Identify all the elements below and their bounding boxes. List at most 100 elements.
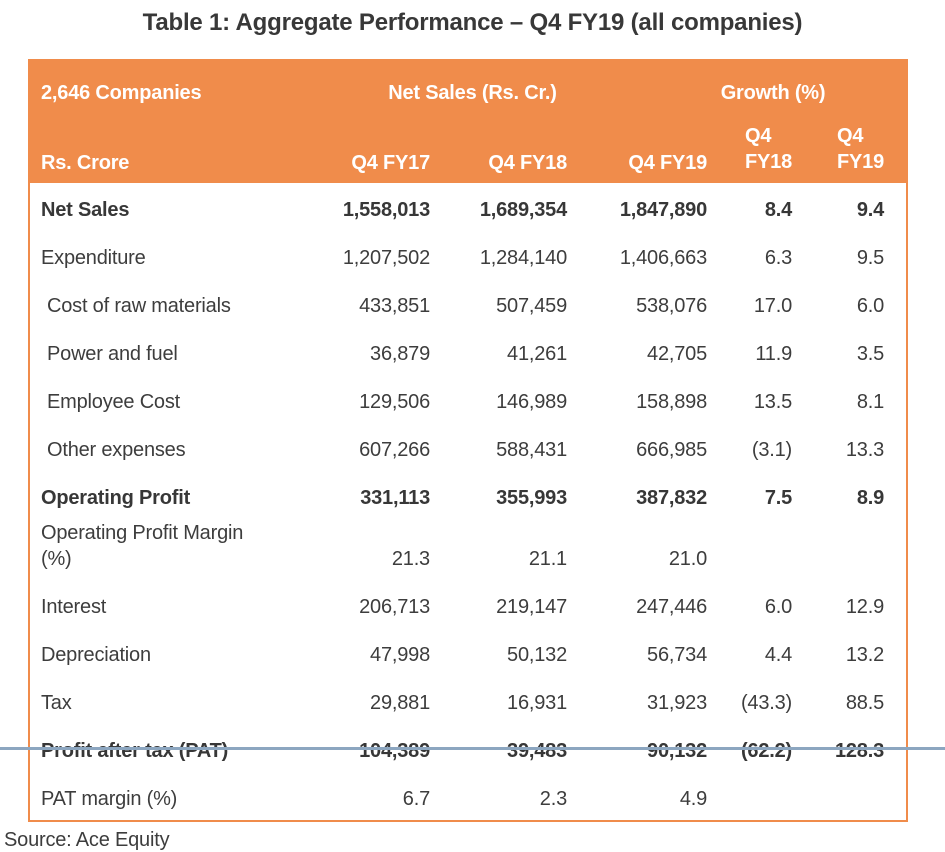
cell-q4fy17: 129,506 (359, 391, 430, 413)
cell-growth_q4fy19: 13.3 (845, 439, 885, 461)
table-row: PAT margin (%) 6.7 2.3 4.9 (29, 772, 907, 821)
source-note: Source: Ace Equity (4, 829, 170, 851)
cell-q4fy19: 387,832 (636, 487, 708, 509)
cell-q4fy18: 588,431 (496, 439, 567, 461)
table-row: Cost of raw materials 433,851 507,459 538,0… (29, 279, 907, 327)
table-row: Depreciation 47,998 50,132 56,734 4.4 13.2 (29, 628, 907, 676)
cell-growth_q4fy18: 8.4 (764, 199, 793, 221)
cell-q4fy19: 1,406,663 (619, 247, 708, 269)
cell-growth_q4fy18: 17.0 (753, 295, 793, 317)
cell-q4fy19: 31,923 (647, 692, 708, 714)
row-label: Expenditure (41, 247, 146, 269)
row-label: PAT margin (%) (41, 788, 178, 810)
cell-q4fy17: 36,879 (370, 343, 430, 365)
row-label: Other expenses (47, 439, 186, 461)
cell-q4fy19: 4.9 (679, 788, 708, 810)
cell-growth_q4fy18: 7.5 (764, 487, 793, 509)
cell-q4fy17: 1,207,502 (342, 247, 430, 269)
cell-growth_q4fy18 (713, 519, 798, 580)
table-row: Operating Profit 331,113 355,993 387,832 7.5… (29, 471, 907, 519)
table-row: Tax 29,881 16,931 31,923 (43.3) 88.5 (29, 676, 907, 724)
col-header-growth-fy19: Q4 FY19 (798, 116, 908, 183)
growth-group-header: Growth (%) (713, 60, 908, 116)
cell-growth_q4fy19: 8.1 (856, 391, 885, 413)
col-header-q4fy18: Q4 FY18 (436, 116, 573, 183)
cell-growth_q4fy19: 6.0 (856, 295, 885, 317)
cell-q4fy18: 355,993 (496, 487, 567, 509)
cell-growth_q4fy19: 12.9 (845, 596, 885, 618)
cell-q4fy17: 607,266 (359, 439, 430, 461)
cell-growth_q4fy18: 13.5 (753, 391, 793, 413)
table-row: Interest 206,713 219,147 247,446 6.0 12.9 (29, 580, 907, 628)
header-columns-row: Rs. Crore Q4 FY17 Q4 FY18 Q4 FY19 Q4 FY18… (29, 116, 908, 183)
cell-growth_q4fy18: 11.9 (755, 343, 793, 365)
cell-q4fy18: 507,459 (496, 295, 567, 317)
cell-q4fy18: 1,284,140 (479, 247, 567, 269)
row-label: Power and fuel (47, 343, 178, 365)
cell-growth_q4fy19: 9.4 (856, 199, 885, 221)
col-header-q4fy17: Q4 FY17 (301, 116, 436, 183)
growth-fy18-header-text: Q4 FY18 (745, 123, 792, 175)
cell-q4fy18: 16,931 (507, 692, 567, 714)
cell-growth_q4fy19: 13.2 (845, 644, 885, 666)
row-label: Net Sales (41, 199, 130, 221)
row-label: Operating Profit (41, 487, 191, 509)
row-label: Tax (41, 692, 72, 714)
row-label: Interest (41, 596, 107, 618)
cell-q4fy19: 666,985 (636, 439, 708, 461)
rs-crore-header: Rs. Crore (29, 116, 301, 183)
cell-q4fy17: 433,851 (359, 295, 430, 317)
cell-q4fy19: 42,705 (647, 343, 708, 365)
col-header-growth-fy18: Q4 FY18 (713, 116, 799, 183)
cell-growth_q4fy19: 3.5 (856, 343, 885, 365)
cell-q4fy18: 146,989 (496, 391, 567, 413)
cell-growth_q4fy19 (798, 772, 907, 821)
growth-fy18-line2: FY18 (745, 151, 793, 173)
cell-growth_q4fy19: 88.5 (845, 692, 885, 714)
cell-q4fy18: 219,147 (496, 596, 567, 618)
cell-growth_q4fy19: 8.9 (856, 487, 885, 509)
cell-growth_q4fy19 (798, 519, 907, 580)
growth-fy19-line2: FY19 (837, 151, 885, 173)
row-label: Depreciation (41, 644, 151, 666)
growth-fy19-line1: Q4 (837, 125, 864, 147)
cell-growth_q4fy18: (3.1) (751, 439, 793, 461)
cell-growth_q4fy18: (43.3) (740, 692, 793, 714)
cell-q4fy17: 21.3 (391, 548, 430, 570)
row-label: Employee Cost (47, 391, 181, 413)
growth-fy19-header-text: Q4 FY19 (837, 123, 884, 175)
cell-q4fy18: 1,689,354 (479, 199, 567, 221)
table-body: Net Sales 1,558,013 1,689,354 1,847,890 8.4 9… (29, 183, 907, 821)
table-row: Operating Profit Margin (%) 21.3 21.1 21.0 (29, 519, 907, 580)
cell-q4fy18: 21.1 (528, 548, 567, 570)
header-group-row: 2,646 Companies Net Sales (Rs. Cr.) Grow… (29, 60, 908, 116)
cell-q4fy18: 41,261 (507, 343, 567, 365)
bottom-rule (0, 747, 945, 750)
growth-fy18-line1: Q4 (745, 125, 772, 147)
cell-q4fy17: 29,881 (370, 692, 430, 714)
cell-growth_q4fy18: 6.0 (764, 596, 793, 618)
cell-q4fy19: 538,076 (636, 295, 708, 317)
aggregate-performance-table: 2,646 Companies Net Sales (Rs. Cr.) Grow… (28, 59, 909, 822)
cell-growth_q4fy18: 4.4 (764, 644, 793, 666)
net-sales-group-header: Net Sales (Rs. Cr.) (301, 60, 714, 116)
cell-growth_q4fy19: 9.5 (856, 247, 885, 269)
table-title: Table 1: Aggregate Performance – Q4 FY19… (142, 9, 803, 36)
table-row: Expenditure 1,207,502 1,284,140 1,406,663 6.… (29, 231, 907, 279)
cell-q4fy17: 1,558,013 (342, 199, 430, 221)
cell-q4fy17: 206,713 (359, 596, 430, 618)
cell-q4fy18: 2.3 (539, 788, 567, 810)
table-row: Employee Cost 129,506 146,989 158,898 13.5 8.… (29, 375, 907, 423)
cell-q4fy17: 6.7 (402, 788, 430, 810)
col-header-q4fy19: Q4 FY19 (573, 116, 714, 183)
cell-growth_q4fy18: 6.3 (764, 247, 793, 269)
cell-q4fy17: 331,113 (360, 487, 430, 509)
row-label: Cost of raw materials (47, 295, 231, 317)
cell-q4fy19: 158,898 (636, 391, 708, 413)
cell-q4fy19: 21.0 (668, 548, 708, 570)
table-row: Other expenses 607,266 588,431 666,985 (3.1)… (29, 423, 907, 471)
cell-growth_q4fy18 (713, 772, 798, 821)
cell-q4fy19: 56,734 (647, 644, 708, 666)
cell-q4fy17: 47,998 (370, 644, 430, 666)
row-label: Operating Profit Margin (%) (41, 522, 244, 570)
